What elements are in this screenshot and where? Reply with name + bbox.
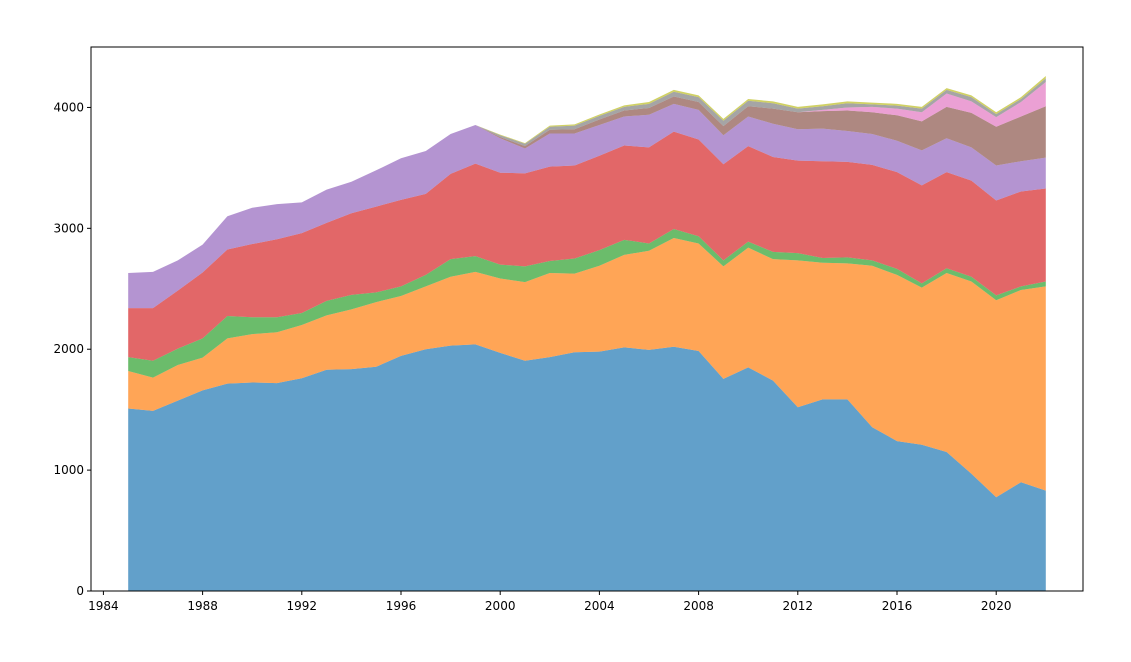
- area-series-4: [128, 131, 1046, 361]
- y-tick-label: 3000: [53, 221, 84, 235]
- area-series-5: [128, 103, 1046, 309]
- y-tick-label: 0: [76, 584, 84, 598]
- area-series-3: [128, 228, 1046, 378]
- y-axis-ticks: 0 1000 2000 3000 4000: [53, 100, 91, 598]
- x-tick-label: 2004: [584, 599, 615, 613]
- x-tick-label: 2008: [683, 599, 714, 613]
- x-tick-label: 1988: [187, 599, 218, 613]
- x-tick-label: 2020: [981, 599, 1012, 613]
- y-tick-label: 2000: [53, 342, 84, 356]
- x-tick-label: 2016: [882, 599, 913, 613]
- x-axis-ticks: 1984 1988 1992 1996 2000 2004 2008 2012 2016 2020: [88, 591, 1011, 613]
- y-tick-label: 1000: [53, 463, 84, 477]
- area-series-1: [128, 344, 1046, 591]
- area-series-6: [128, 96, 1046, 274]
- area-series-2: [128, 238, 1046, 498]
- x-tick-label: 2012: [783, 599, 814, 613]
- x-tick-label: 1992: [287, 599, 318, 613]
- area-series-group: [128, 76, 1046, 591]
- x-tick-label: 2000: [485, 599, 516, 613]
- x-tick-label: 1996: [386, 599, 417, 613]
- x-tick-label: 1984: [88, 599, 119, 613]
- plot-frame: [90, 46, 1084, 592]
- y-tick-label: 4000: [53, 100, 84, 114]
- area-series-7: [128, 82, 1046, 274]
